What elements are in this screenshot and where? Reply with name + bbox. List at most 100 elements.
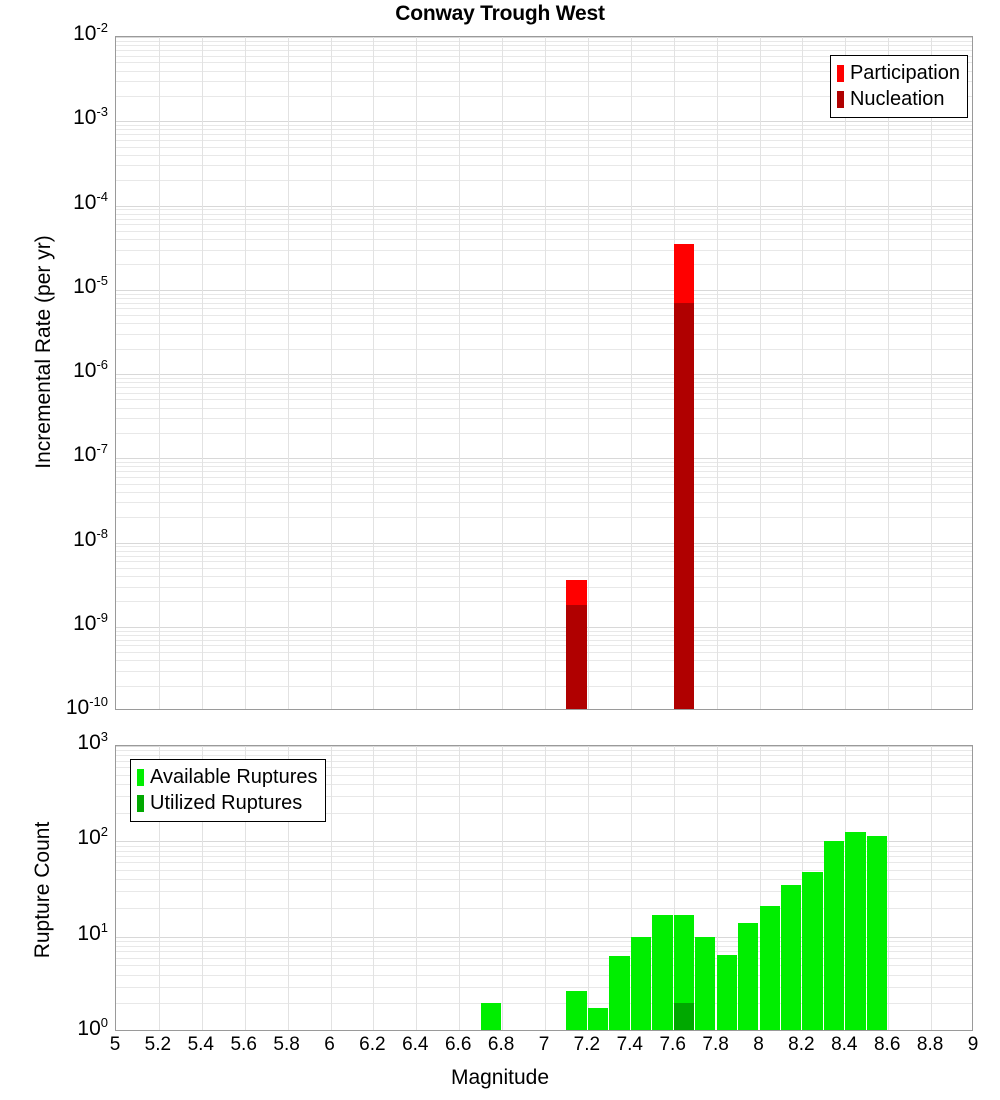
gridline-horizontal: [116, 891, 972, 892]
bar-available-ruptures: [480, 1003, 501, 1030]
bar-nucleation: [673, 302, 694, 709]
gridline-vertical: [888, 746, 889, 1030]
gridline-vertical: [717, 746, 718, 1030]
gridline-horizontal: [116, 543, 972, 544]
gridline-horizontal: [116, 846, 972, 847]
bar-available-ruptures: [652, 914, 673, 1030]
x-tick-label: 6: [324, 1034, 335, 1055]
gridline-horizontal: [116, 627, 972, 628]
gridline-horizontal: [116, 134, 972, 135]
y-tick-label: 102: [77, 824, 108, 850]
gridline-vertical: [588, 37, 589, 709]
bar-nucleation: [566, 605, 587, 709]
gridline-vertical: [931, 37, 932, 709]
bar-available-ruptures: [845, 832, 866, 1030]
gridline-horizontal: [116, 290, 972, 291]
gridline-horizontal: [116, 551, 972, 552]
gridline-horizontal: [116, 323, 972, 324]
available-ruptures-swatch-icon: [137, 768, 144, 786]
gridline-horizontal: [116, 462, 972, 463]
gridline-horizontal: [116, 408, 972, 409]
x-tick-label: 6.4: [402, 1034, 429, 1055]
gridline-horizontal: [116, 155, 972, 156]
gridline-horizontal: [116, 471, 972, 472]
gridline-vertical: [760, 746, 761, 1030]
bar-available-ruptures: [759, 905, 780, 1030]
bar-available-ruptures: [566, 990, 587, 1030]
gridline-horizontal: [116, 671, 972, 672]
gridline-horizontal: [116, 635, 972, 636]
gridline-horizontal: [116, 165, 972, 166]
gridline-vertical: [674, 746, 675, 1030]
legend-item-participation: Participation: [836, 60, 960, 86]
gridline-vertical: [760, 37, 761, 709]
x-tick-label: 9: [967, 1034, 979, 1055]
top-gridlines: [116, 37, 972, 709]
gridline-horizontal: [116, 484, 972, 485]
y-tick-label: 100: [77, 1015, 108, 1040]
x-tick-label: 7.6: [659, 1034, 686, 1055]
bar-available-ruptures: [673, 914, 694, 1030]
gridline-horizontal: [116, 546, 972, 547]
x-tick-label: 5.6: [230, 1034, 257, 1055]
gridline-horizontal: [116, 746, 972, 747]
legend-item-nucleation: Nucleation: [836, 86, 960, 112]
gridline-horizontal: [116, 965, 972, 966]
x-tick-label: 5.2: [144, 1034, 172, 1055]
gridline-horizontal: [116, 458, 972, 459]
bar-available-ruptures: [609, 955, 630, 1030]
gridline-horizontal: [116, 209, 972, 210]
gridline-horizontal: [116, 660, 972, 661]
gridline-vertical: [202, 37, 203, 709]
gridline-horizontal: [116, 775, 972, 776]
gridline-vertical: [331, 746, 332, 1030]
y-tick-label: 10-4: [73, 188, 108, 214]
gridline-horizontal: [116, 631, 972, 632]
y-tick-label: 10-9: [73, 609, 108, 635]
top-bars: [116, 37, 972, 709]
gridline-vertical: [288, 37, 289, 709]
gridline-horizontal: [116, 767, 972, 768]
legend-item-available-ruptures: Available Ruptures: [137, 764, 318, 790]
y-tick-label: 10-8: [73, 525, 108, 551]
gridline-horizontal: [116, 652, 972, 653]
gridline-horizontal: [116, 121, 972, 122]
gridline-horizontal: [116, 870, 972, 871]
gridline-horizontal: [116, 298, 972, 299]
gridline-horizontal: [116, 349, 972, 350]
gridline-horizontal: [116, 214, 972, 215]
y-tick-label: 101: [77, 919, 108, 945]
gridline-vertical: [416, 746, 417, 1030]
gridline-horizontal: [116, 378, 972, 379]
gridline-horizontal: [116, 41, 972, 42]
gridline-horizontal: [116, 393, 972, 394]
gridline-horizontal: [116, 784, 972, 785]
x-tick-label: 7.2: [573, 1034, 601, 1055]
gridline-horizontal: [116, 334, 972, 335]
gridline-horizontal: [116, 686, 972, 687]
gridline-horizontal: [116, 125, 972, 126]
legend-item-utilized-ruptures: Utilized Ruptures: [137, 790, 318, 816]
gridline-vertical: [288, 746, 289, 1030]
gridline-horizontal: [116, 761, 972, 762]
bottom-legend: Available Ruptures Utilized Ruptures: [130, 759, 326, 822]
x-tick-label: 8.8: [916, 1034, 944, 1055]
gridline-horizontal: [116, 755, 972, 756]
gridline-horizontal: [116, 129, 972, 130]
x-tick-label: 5.4: [187, 1034, 215, 1055]
utilized-ruptures-swatch-icon: [137, 794, 144, 812]
gridline-vertical: [202, 746, 203, 1030]
gridline-horizontal: [116, 862, 972, 863]
gridline-horizontal: [116, 645, 972, 646]
gridline-vertical: [545, 37, 546, 709]
gridline-horizontal: [116, 908, 972, 909]
y-tick-label: 10-6: [73, 357, 108, 382]
legend-label-utilized-ruptures: Utilized Ruptures: [150, 792, 303, 814]
bar-utilized-ruptures: [673, 1003, 694, 1030]
x-tick-label: 8.6: [873, 1034, 901, 1055]
x-tick-label: 6.8: [487, 1034, 515, 1055]
gridline-horizontal: [116, 71, 972, 72]
x-tick-label: 6.6: [444, 1034, 472, 1055]
gridline-vertical: [545, 746, 546, 1030]
gridline-horizontal: [116, 946, 972, 947]
